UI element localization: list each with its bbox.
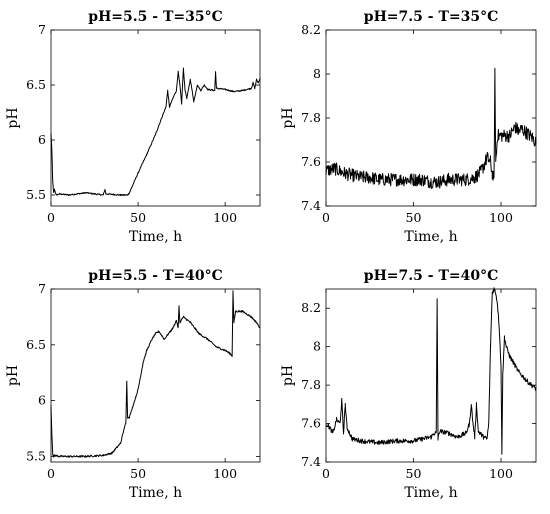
y-tick-label: 7.4 [301,454,321,469]
x-tick-label: 50 [130,466,146,481]
x-tick-label: 100 [489,210,513,225]
plot-frame [50,288,261,463]
y-tick-label: 7.4 [301,198,321,213]
chart-panel-3: pH=5.5 - T=40°C 0 50 100 5.5 6 6.5 7 Time, h pH [5,268,261,501]
chart-panel-4: pH=7.5 - T=40°C 0 50 100 7.4 7.6 7.8 8 8.2 Time, … [280,268,537,501]
x-tick-label: 50 [130,210,146,225]
plot-frame [325,288,537,463]
series-line-1 [50,67,261,197]
y-tick-label: 5.5 [26,448,46,463]
y-tick-label: 8.2 [301,300,321,315]
series-line-1 [50,290,261,458]
y-tick-label: 6.5 [26,77,46,92]
chart-title: pH=5.5 - T=40°C [88,268,222,284]
chart-title: pH=7.5 - T=35°C [364,9,498,25]
series-line-1 [325,67,537,189]
plot-frame [50,29,261,207]
y-tick-label: 7.6 [301,416,321,431]
x-tick-label: 100 [213,466,237,481]
y-tick-label: 7.8 [301,110,321,125]
x-axis-label: Time, h [404,229,457,245]
x-tick-label: 50 [406,466,422,481]
y-axis-label: pH [5,107,21,128]
y-tick-label: 6 [38,393,46,408]
x-axis-label: Time, h [404,485,457,501]
x-tick-label: 100 [213,210,237,225]
chart-title: pH=5.5 - T=35°C [88,9,222,25]
x-tick-label: 100 [489,466,513,481]
chart-title: pH=7.5 - T=40°C [364,268,498,284]
y-tick-label: 6.5 [26,337,46,352]
x-axis-label: Time, h [129,485,182,501]
x-tick-label: 0 [47,210,55,225]
x-tick-label: 0 [47,466,55,481]
x-tick-label: 0 [322,466,330,481]
y-tick-label: 8 [313,339,321,354]
y-tick-label: 5.5 [26,187,46,202]
x-axis-label: Time, h [129,229,182,245]
y-axis-label: pH [280,365,296,386]
y-axis-label: pH [280,107,296,128]
x-tick-label: 50 [406,210,422,225]
y-tick-label: 8.2 [301,22,321,37]
y-tick-label: 7 [38,22,46,37]
y-tick-label: 7.6 [301,154,321,169]
y-tick-label: 7.8 [301,377,321,392]
series-line-1 [325,287,537,455]
chart-panel-1: pH=5.5 - T=35°C 0 50 100 5.5 6 6.5 7 Time, h pH [5,9,261,245]
y-axis-label: pH [5,365,21,386]
y-tick-label: 8 [313,66,321,81]
y-tick-label: 7 [38,281,46,296]
chart-panel-2: pH=7.5 - T=35°C 0 50 100 7.4 7.6 7.8 8 8.2 Time, … [280,9,537,245]
y-tick-label: 6 [38,132,46,147]
x-tick-label: 0 [322,210,330,225]
